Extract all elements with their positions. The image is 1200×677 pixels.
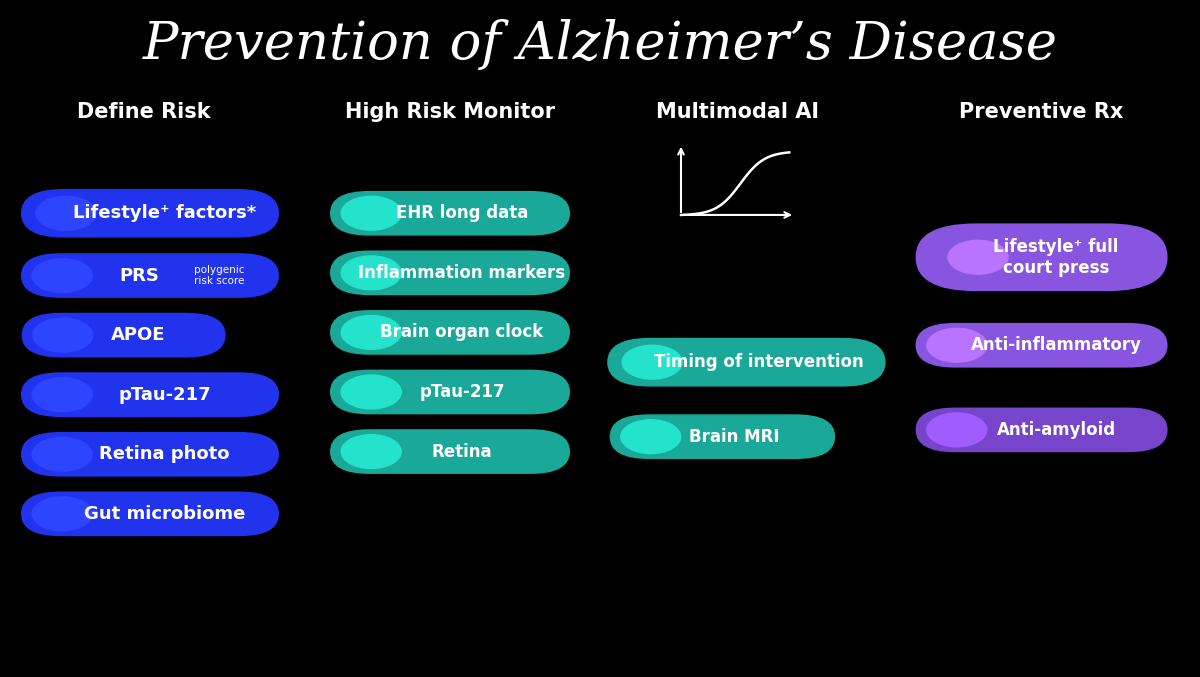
- FancyBboxPatch shape: [330, 310, 570, 355]
- Circle shape: [36, 196, 96, 230]
- Text: PRS: PRS: [120, 267, 160, 284]
- FancyBboxPatch shape: [916, 408, 1168, 452]
- FancyBboxPatch shape: [330, 250, 570, 295]
- Circle shape: [620, 420, 680, 454]
- Text: Gut microbiome: Gut microbiome: [84, 505, 245, 523]
- FancyBboxPatch shape: [330, 191, 570, 236]
- Text: Lifestyle⁺ factors*: Lifestyle⁺ factors*: [73, 204, 256, 222]
- Circle shape: [341, 435, 401, 468]
- Circle shape: [341, 315, 401, 349]
- Text: EHR long data: EHR long data: [396, 204, 528, 222]
- FancyBboxPatch shape: [22, 432, 278, 477]
- Circle shape: [948, 240, 1008, 274]
- Circle shape: [926, 328, 986, 362]
- Text: High Risk Monitor: High Risk Monitor: [344, 102, 556, 122]
- Text: Retina: Retina: [432, 443, 492, 460]
- Text: Anti-inflammatory: Anti-inflammatory: [971, 336, 1141, 354]
- Text: APOE: APOE: [110, 326, 166, 344]
- Circle shape: [32, 318, 92, 352]
- Text: polygenic
risk score: polygenic risk score: [194, 265, 245, 286]
- Text: Retina photo: Retina photo: [100, 445, 229, 463]
- Text: Define Risk: Define Risk: [77, 102, 211, 122]
- Circle shape: [622, 345, 682, 379]
- Text: Multimodal AI: Multimodal AI: [656, 102, 820, 122]
- Text: Inflammation markers: Inflammation markers: [359, 264, 565, 282]
- FancyBboxPatch shape: [22, 189, 278, 238]
- Text: Prevention of Alzheimer’s Disease: Prevention of Alzheimer’s Disease: [143, 18, 1057, 70]
- FancyBboxPatch shape: [22, 253, 278, 298]
- Circle shape: [32, 259, 92, 292]
- Circle shape: [32, 437, 92, 471]
- FancyBboxPatch shape: [610, 414, 835, 459]
- Text: Timing of intervention: Timing of intervention: [654, 353, 863, 371]
- Text: Brain MRI: Brain MRI: [689, 428, 780, 445]
- FancyBboxPatch shape: [22, 492, 278, 536]
- Circle shape: [341, 256, 401, 290]
- FancyBboxPatch shape: [22, 313, 226, 357]
- FancyBboxPatch shape: [22, 372, 278, 417]
- FancyBboxPatch shape: [330, 429, 570, 474]
- Text: Preventive Rx: Preventive Rx: [960, 102, 1123, 122]
- Text: Brain organ clock: Brain organ clock: [380, 324, 544, 341]
- Circle shape: [341, 375, 401, 409]
- Text: pTau-217: pTau-217: [419, 383, 505, 401]
- Text: Lifestyle⁺ full
court press: Lifestyle⁺ full court press: [994, 238, 1118, 277]
- Text: pTau-217: pTau-217: [118, 386, 211, 403]
- Circle shape: [926, 413, 986, 447]
- FancyBboxPatch shape: [607, 338, 886, 387]
- Circle shape: [341, 196, 401, 230]
- FancyBboxPatch shape: [916, 323, 1168, 368]
- Circle shape: [32, 378, 92, 412]
- FancyBboxPatch shape: [916, 223, 1168, 291]
- Circle shape: [32, 497, 92, 531]
- Text: Anti-amyloid: Anti-amyloid: [996, 421, 1116, 439]
- FancyBboxPatch shape: [330, 370, 570, 414]
